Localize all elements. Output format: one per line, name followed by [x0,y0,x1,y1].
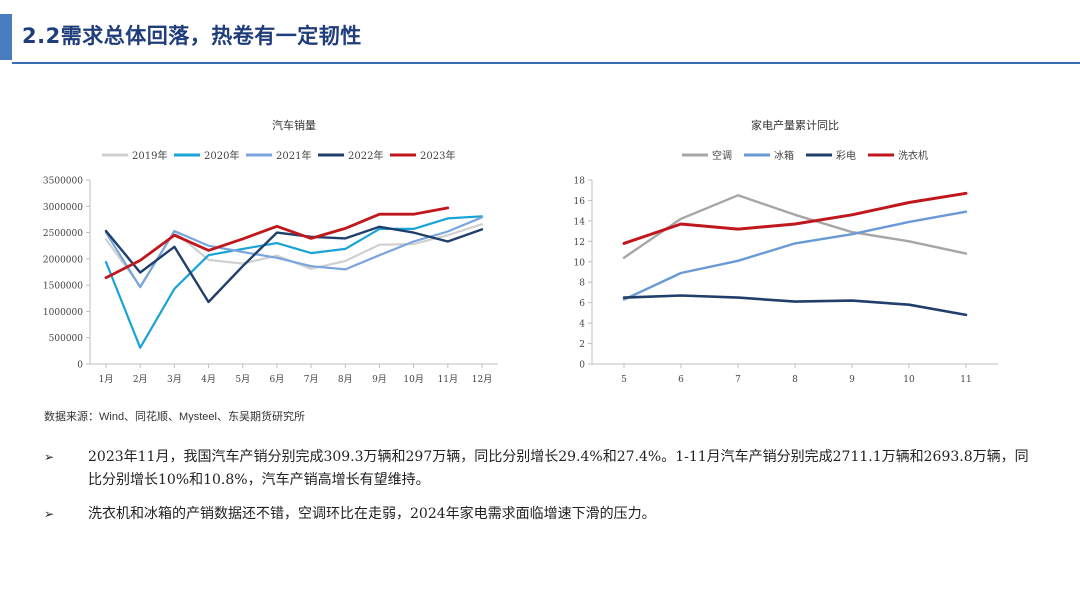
data-source-note: 数据来源：Wind、同花顺、Mysteel、东吴期货研究所 [44,411,305,423]
bullet-point: ➢ 洗衣机和冰箱的产销数据还不错，空调环比在走弱，2024年家电需求面临增速下滑… [44,503,1034,526]
x-tick-label: 8 [792,375,798,385]
y-tick-label: 18 [574,177,586,187]
x-tick-label: 4月 [201,374,216,385]
bullet-text: 2023年11月，我国汽车产销分别完成309.3万辆和297万辆，同比分别增长2… [88,449,1029,488]
y-tick-label: 3000000 [43,203,83,213]
x-tick-label: 7 [735,375,741,385]
legend-label: 2022年 [348,149,383,162]
legend-label: 2019年 [132,149,167,162]
x-tick-label: 9月 [372,374,387,385]
x-tick-label: 1月 [99,374,114,385]
series-line-洗衣机 [622,191,968,245]
y-tick-label: 14 [574,217,586,227]
series-line-2020年 [104,215,484,349]
y-tick-label: 0 [77,361,83,371]
series-line-空调 [622,194,968,259]
y-tick-label: 2 [579,340,585,350]
page-title: 2.2需求总体回落，热卷有一定韧性 [22,24,362,48]
bullet-arrow-icon: ➢ [44,450,55,464]
bullet-text: 洗衣机和冰箱的产销数据还不错，空调环比在走弱，2024年家电需求面临增速下滑的压… [88,506,656,522]
y-tick-label: 10 [574,258,586,268]
y-tick-label: 0 [579,361,585,371]
legend-label: 冰箱 [774,149,794,162]
series-line-2022年 [104,225,484,304]
x-tick-label: 11月 [438,374,458,385]
x-tick-label: 8月 [338,374,353,385]
x-tick-label: 6月 [270,374,285,385]
bullet-point: ➢ 2023年11月，我国汽车产销分别完成309.3万辆和297万辆，同比分别增… [44,446,1034,492]
legend-label: 2023年 [420,149,455,162]
x-tick-label: 12月 [472,374,492,385]
car-sales-chart: 汽车销量 2019年 2020年 2021年 2022年 2023年 0 500000 1000… [43,118,498,385]
y-tick-label: 6 [579,299,585,309]
legend-label: 彩电 [836,149,856,162]
legend-label: 空调 [712,149,732,162]
y-tick-label: 3500000 [43,177,83,187]
chart-legend: 空调 冰箱 彩电 洗衣机 [682,149,928,162]
x-tick-label: 5 [621,375,627,385]
chart-title: 家电产量累计同比 [751,118,839,132]
x-tick-label: 2月 [133,374,148,385]
x-tick-label: 6 [678,375,684,385]
chart-legend: 2019年 2020年 2021年 2022年 2023年 [102,149,455,162]
y-tick-label: 2000000 [43,255,83,265]
title-divider [12,62,1080,64]
legend-label: 2021年 [276,149,311,162]
chart-title: 汽车销量 [272,118,316,132]
y-tick-label: 12 [574,238,585,248]
x-tick-label: 7月 [304,374,319,385]
x-tick-label: 11 [960,375,971,385]
title-accent-bar [0,14,12,60]
legend-label: 洗衣机 [898,149,928,162]
series-line-冰箱 [622,210,968,301]
series-line-2021年 [104,216,484,289]
legend-label: 2020年 [204,149,239,162]
y-tick-label: 500000 [49,334,84,344]
bullet-arrow-icon: ➢ [44,507,55,521]
y-tick-label: 16 [574,197,586,207]
series-line-2023年 [104,206,450,280]
y-tick-label: 1500000 [43,282,83,292]
y-tick-label: 8 [579,279,585,289]
x-tick-label: 10 [903,375,915,385]
x-tick-label: 10月 [403,374,423,385]
y-tick-label: 1000000 [43,308,83,318]
x-tick-label: 9 [849,375,855,385]
x-tick-label: 3月 [167,374,182,385]
x-tick-label: 5月 [235,374,250,385]
y-tick-label: 4 [579,320,585,330]
y-tick-label: 2500000 [43,229,83,239]
series-line-彩电 [622,294,968,317]
